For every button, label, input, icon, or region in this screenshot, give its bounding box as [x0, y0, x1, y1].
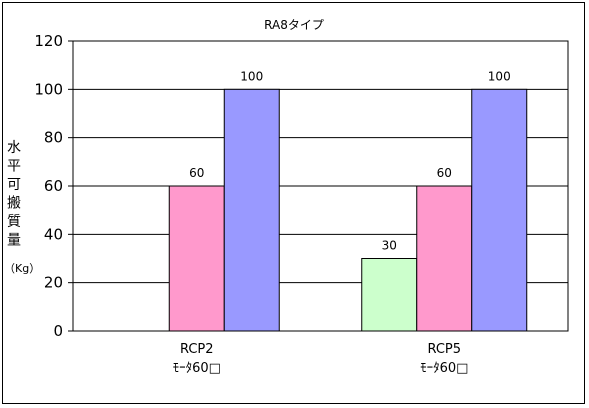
bar [471, 88, 528, 332]
y-tick-label: 80 [44, 129, 63, 147]
y-axis-label-char: 可 [7, 177, 21, 193]
plot-border [72, 40, 569, 332]
y-axis-unit: （Kg） [4, 262, 40, 275]
y-tick-label: 40 [44, 225, 63, 243]
bar [361, 258, 418, 332]
y-tick-label: 20 [44, 274, 63, 292]
bar [168, 185, 225, 332]
y-axis-label-char: 水 [7, 140, 21, 156]
plot-area [72, 40, 569, 332]
bars [168, 88, 528, 332]
y-axis-label-char: 平 [7, 159, 21, 175]
x-tick-label: RCP2 [180, 342, 214, 357]
y-tick-label: 100 [34, 80, 63, 98]
data-label: 60 [189, 166, 204, 180]
y-tick-label: 120 [34, 32, 63, 50]
chart-title: RA8タイプ [264, 18, 324, 32]
data-label: 100 [240, 69, 263, 83]
x-tick-labels: RCP2 ﾓｰﾀ60□ RCP5 ﾓｰﾀ60□ [173, 342, 469, 376]
data-label: 60 [437, 166, 452, 180]
x-tick-label-sub: ﾓｰﾀ60□ [420, 361, 468, 376]
y-axis-label-char: 質 [7, 214, 21, 230]
bar [223, 88, 280, 332]
x-tick-label-sub: ﾓｰﾀ60□ [173, 361, 221, 376]
bar [416, 185, 473, 332]
y-axis-label-char: 搬 [7, 196, 21, 212]
y-axis-label-char: 量 [7, 233, 21, 249]
x-tick-label: RCP5 [427, 342, 461, 357]
y-tick-label: 0 [53, 322, 63, 340]
data-labels: 60 100 30 60 100 [189, 69, 511, 252]
data-label: 30 [382, 239, 397, 253]
y-tick-labels: 0 20 40 60 80 100 120 [34, 32, 73, 340]
y-tick-label: 60 [44, 177, 63, 195]
data-label: 100 [488, 69, 511, 83]
